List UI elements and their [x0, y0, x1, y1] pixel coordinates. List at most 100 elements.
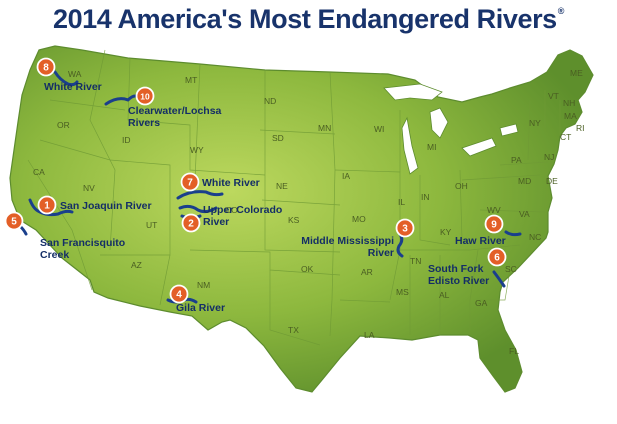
state-label: MT [185, 75, 197, 85]
state-label: MA [564, 111, 577, 121]
badge-number: 3 [402, 224, 408, 235]
badge-number: 1 [44, 201, 50, 212]
river-label-9: Haw River [455, 235, 506, 247]
state-label: WI [374, 124, 384, 134]
state-label: KS [288, 215, 300, 225]
river-label-3: Middle Mississippi [301, 235, 394, 247]
river-label-2: River [203, 216, 229, 228]
badge-8[interactable]: 8 [36, 57, 56, 77]
state-label: NE [276, 181, 288, 191]
state-label: ID [122, 135, 131, 145]
state-label: FL [509, 346, 519, 356]
river-line-3 [396, 232, 404, 258]
badge-number: 5 [11, 217, 17, 228]
state-label: MS [396, 287, 409, 297]
state-label: TN [410, 256, 421, 266]
badge-1[interactable]: 1 [37, 195, 57, 215]
river-label-2: Upper Colorado [203, 204, 282, 216]
river-label-1: San Joaquin River [60, 200, 152, 212]
river-label-5: Creek [40, 249, 69, 261]
state-label: TX [288, 325, 299, 335]
river-line-10 [104, 94, 140, 106]
state-label: SC [505, 264, 517, 274]
state-label: NJ [544, 152, 554, 162]
river-label-6: Edisto River [428, 275, 489, 287]
river-line-1 [28, 198, 74, 217]
state-label: LA [364, 330, 375, 340]
badge-number: 10 [140, 92, 150, 102]
river-label-7: White River [202, 177, 260, 189]
badge-number: 8 [43, 63, 49, 74]
state-label: MD [518, 176, 531, 186]
badge-5[interactable]: 5 [4, 211, 24, 231]
badge-7[interactable]: 7 [180, 172, 200, 192]
state-label: DE [546, 176, 558, 186]
state-label: NC [529, 232, 541, 242]
badge-number: 7 [187, 178, 193, 189]
badge-number: 9 [491, 220, 497, 231]
us-land [9, 45, 594, 393]
state-borders [27, 49, 561, 346]
river-line-9 [504, 230, 522, 237]
badge-6[interactable]: 6 [487, 247, 507, 267]
state-label: MI [427, 142, 436, 152]
river-label-8: White River [44, 81, 102, 93]
state-label: IL [398, 197, 405, 207]
state-label: PA [511, 155, 522, 165]
state-label: UT [146, 220, 157, 230]
state-label: MN [318, 123, 331, 133]
title-text: 2014 America's Most Endangered Rivers [52, 4, 557, 34]
registered-mark: ® [557, 6, 565, 16]
state-label: IN [421, 192, 430, 202]
badge-number: 4 [176, 290, 182, 301]
river-label-10: Rivers [128, 117, 160, 129]
badge-10[interactable]: 10 [135, 86, 155, 106]
river-label-10: Clearwater/Lochsa [128, 105, 222, 117]
badge-3[interactable]: 3 [395, 218, 415, 238]
state-label: NM [197, 280, 210, 290]
state-label: OR [57, 120, 70, 130]
badge-number: 2 [188, 219, 194, 230]
state-label: VA [519, 209, 530, 219]
state-label: WA [68, 69, 82, 79]
state-label: OH [455, 181, 468, 191]
river-line-8 [53, 70, 79, 87]
river-traces [18, 70, 522, 304]
map-title: 2014 America's Most Endangered Rivers® [0, 4, 617, 35]
river-labels: White River Clearwater/Lochsa Rivers San… [40, 81, 506, 314]
badge-4[interactable]: 4 [169, 284, 189, 304]
state-label: SD [272, 133, 284, 143]
river-line-7 [176, 190, 224, 200]
state-label: ND [264, 96, 276, 106]
state-label: IA [342, 171, 350, 181]
state-label: AZ [131, 260, 142, 270]
state-label: RI [576, 123, 585, 133]
river-line-6 [492, 270, 506, 288]
river-label-4: Gila River [176, 302, 225, 314]
state-label: NY [529, 118, 541, 128]
state-label: CA [33, 167, 45, 177]
state-label: MO [352, 214, 366, 224]
state-label: CT [560, 132, 571, 142]
river-label-6: South Fork [428, 263, 484, 275]
state-label: GA [475, 298, 488, 308]
river-badges: 8 10 1 5 7 2 3 4 9 6 [4, 57, 507, 304]
state-label: OK [301, 264, 314, 274]
state-label: CO [225, 205, 238, 215]
state-label: WY [190, 145, 204, 155]
state-labels: WA MT ND ME OR ID MN VT NH WY SD WI NY M… [33, 68, 585, 356]
state-label: WV [487, 205, 501, 215]
state-label: AL [439, 290, 450, 300]
great-lakes [383, 83, 519, 175]
river-label-3: River [368, 247, 394, 259]
badge-9[interactable]: 9 [484, 214, 504, 234]
river-label-5: San Francisquito [40, 237, 125, 249]
state-label: NV [83, 183, 95, 193]
state-label: KY [440, 227, 452, 237]
state-label: NH [563, 98, 575, 108]
badge-number: 6 [494, 253, 500, 264]
state-label: VT [548, 91, 559, 101]
state-label: ME [570, 68, 583, 78]
badge-2[interactable]: 2 [181, 213, 201, 233]
